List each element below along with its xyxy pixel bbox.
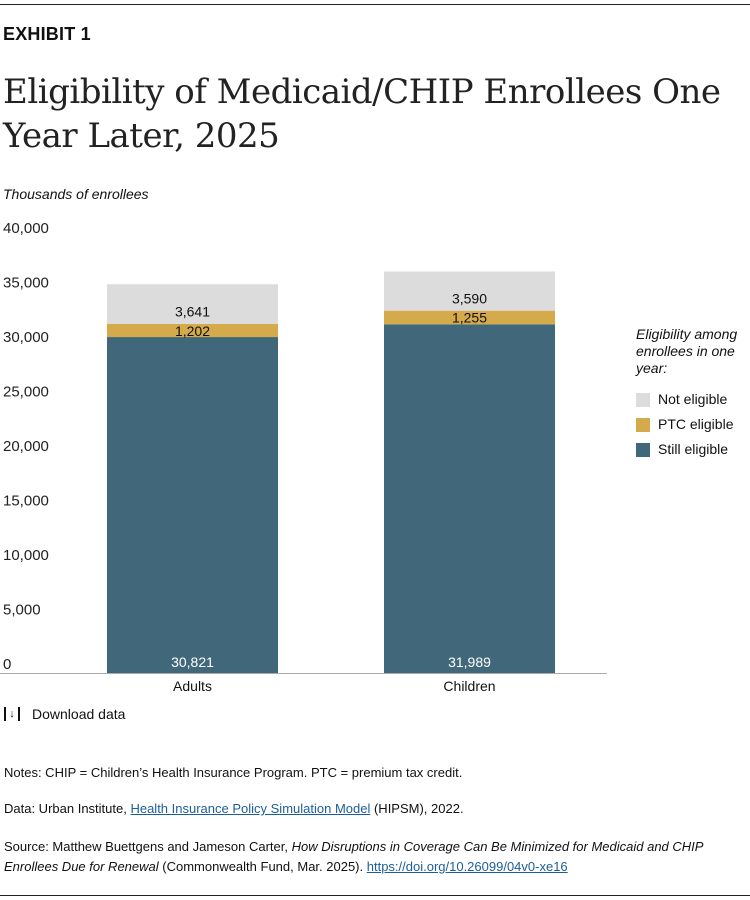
exhibit-label: EXHIBIT 1 — [3, 24, 91, 44]
source-title: How Disruptions in Coverage Can Be Minim… — [4, 839, 703, 874]
y-tick-label: 10,000 — [3, 547, 49, 564]
legend-label: Not eligible — [658, 391, 728, 407]
download-label: Download data — [32, 706, 126, 722]
chart-title: Eligibility of Medicaid/CHIP Enrollees O… — [3, 72, 721, 156]
bar-segment — [107, 284, 278, 324]
y-tick-label: 0 — [3, 656, 11, 673]
data-label: 1,202 — [175, 323, 210, 339]
bar-segment — [384, 271, 555, 311]
bar-segment — [384, 310, 555, 325]
bottom-rule — [0, 895, 750, 896]
legend-title: Eligibility among enrollees in one year: — [636, 326, 738, 376]
bar-segment — [384, 324, 555, 673]
legend-label: PTC eligible — [658, 416, 734, 432]
download-data-button[interactable]: ↓ Download data — [4, 706, 125, 722]
x-tick-label: Children — [443, 678, 495, 694]
source-prefix: Source: Matthew Buettgens and Jameson Ca… — [4, 839, 292, 854]
bar-segment — [107, 323, 278, 338]
data-suffix: (HIPSM), 2022. — [370, 801, 464, 816]
data-prefix: Data: Urban Institute, — [4, 801, 131, 816]
legend-swatch — [636, 442, 650, 457]
source: Source: Matthew Buettgens and Jameson Ca… — [4, 837, 744, 877]
data-label: 1,255 — [452, 310, 487, 326]
data-label: 3,590 — [452, 291, 487, 307]
chart: 0 5,000 10,000 15,000 20,000 25,000 30,000 35,0… — [0, 220, 607, 694]
y-tick-label: 35,000 — [3, 275, 49, 292]
y-tick-label: 40,000 — [3, 220, 49, 237]
data-label: 3,641 — [175, 303, 210, 319]
y-tick-label: 25,000 — [3, 384, 49, 401]
top-rule — [0, 4, 750, 5]
data-label: 31,989 — [448, 654, 491, 670]
y-tick-label: 5,000 — [3, 602, 41, 619]
legend-item: Not eligible — [636, 391, 746, 408]
hipsm-link[interactable]: Health Insurance Policy Simulation Model — [130, 801, 371, 816]
y-tick-label: 15,000 — [3, 493, 49, 510]
y-axis-label: Thousands of enrollees — [3, 186, 149, 202]
legend-swatch — [636, 392, 650, 407]
legend-label: Still eligible — [658, 441, 729, 457]
y-tick-label: 20,000 — [3, 438, 49, 455]
doi-link[interactable]: https://doi.org/10.26099/04v0-xe16 — [366, 859, 568, 874]
legend-swatch — [636, 417, 650, 432]
notes: Notes: CHIP = Children’s Health Insuranc… — [4, 765, 463, 780]
legend-item: Still eligible — [636, 441, 746, 458]
download-icon: ↓ — [4, 707, 20, 721]
bar-segment — [107, 337, 278, 673]
y-tick-label: 30,000 — [3, 329, 49, 346]
source-middle: (Commonwealth Fund, Mar. 2025). — [158, 859, 367, 874]
legend-item: PTC eligible — [636, 416, 746, 433]
x-tick-label: Adults — [173, 678, 212, 694]
data-label: 30,821 — [171, 654, 214, 670]
data-source: Data: Urban Institute, Health Insurance … — [4, 799, 744, 819]
legend: Eligibility among enrollees in one year:… — [636, 326, 746, 466]
